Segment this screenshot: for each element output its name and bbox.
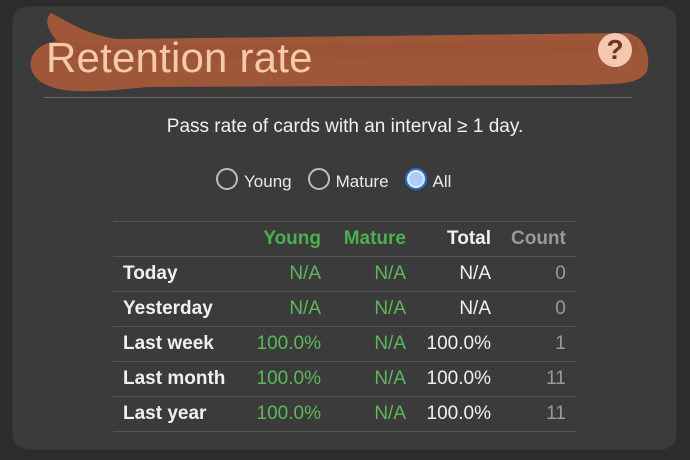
radio-label-mature: Mature (335, 172, 389, 191)
cell-young: N/A (236, 291, 331, 327)
cell-young: N/A (236, 256, 331, 292)
table-row: Last week 100.0% N/A 100.0% 1 (113, 326, 576, 362)
cell-mature: N/A (331, 326, 416, 362)
cell-young: 100.0% (236, 396, 331, 432)
table-row: Last month 100.0% N/A 100.0% 11 (113, 361, 576, 397)
radio-label-young: Young (244, 172, 292, 191)
cell-count: 11 (501, 396, 576, 432)
title-smear-mark (30, 13, 649, 92)
cell-mature: N/A (331, 256, 416, 292)
row-label: Today (113, 256, 236, 292)
cell-total: N/A (416, 291, 501, 327)
table-header-row: Young Mature Total Count (113, 221, 576, 257)
radio-young[interactable]: Young (216, 168, 292, 194)
help-icon[interactable]: ? (598, 33, 632, 67)
page-title: Retention rate (46, 34, 313, 81)
header-count: Count (501, 221, 576, 257)
header-total: Total (416, 221, 501, 257)
range-radio-group: Young Mature All (216, 162, 467, 194)
cell-count: 0 (501, 256, 576, 292)
cell-total: 100.0% (416, 361, 501, 397)
table-row: Today N/A N/A N/A 0 (113, 256, 576, 292)
cell-count: 0 (501, 291, 576, 327)
row-label: Last year (113, 396, 236, 432)
row-label: Yesterday (113, 291, 236, 327)
header-young: Young (236, 221, 331, 257)
radio-label-all: All (432, 172, 452, 191)
divider (44, 97, 632, 98)
cell-count: 1 (501, 326, 576, 362)
cell-mature: N/A (331, 361, 416, 397)
cell-young: 100.0% (236, 361, 331, 397)
row-label: Last month (113, 361, 236, 397)
radio-circle-icon[interactable] (307, 168, 330, 190)
table-row: Last year 100.0% N/A 100.0% 11 (113, 396, 576, 432)
cell-total: 100.0% (416, 396, 501, 432)
cell-mature: N/A (331, 291, 416, 327)
radio-checked-icon[interactable] (404, 168, 427, 190)
header-blank (113, 221, 236, 257)
retention-table: Young Mature Total Count Today N/A N/A N… (113, 221, 576, 432)
cell-total: N/A (416, 256, 501, 292)
radio-mature[interactable]: Mature (307, 168, 389, 194)
cell-count: 11 (501, 361, 576, 397)
radio-circle-icon[interactable] (216, 168, 238, 190)
subtitle: Pass rate of cards with an interval ≥ 1 … (166, 116, 524, 137)
cell-young: 100.0% (236, 326, 331, 362)
radio-all[interactable]: All (404, 168, 452, 194)
cell-total: 100.0% (416, 326, 501, 362)
cell-mature: N/A (331, 396, 416, 432)
table-row: Yesterday N/A N/A N/A 0 (113, 291, 576, 327)
header-mature: Mature (331, 221, 416, 257)
row-label: Last week (113, 326, 236, 362)
